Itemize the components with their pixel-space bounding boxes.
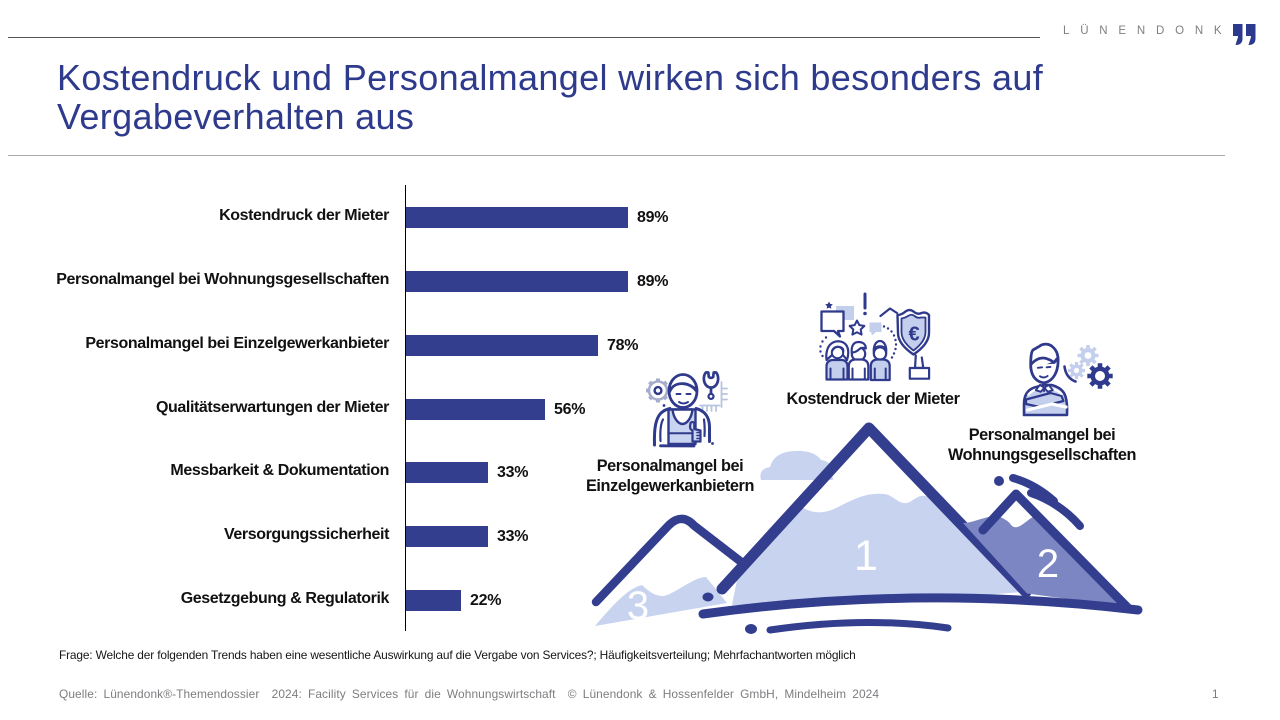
svg-text:3: 3 bbox=[627, 584, 649, 628]
svg-text:1: 1 bbox=[854, 532, 878, 580]
svg-text:€: € bbox=[908, 324, 919, 346]
svg-text:2: 2 bbox=[1037, 542, 1059, 586]
